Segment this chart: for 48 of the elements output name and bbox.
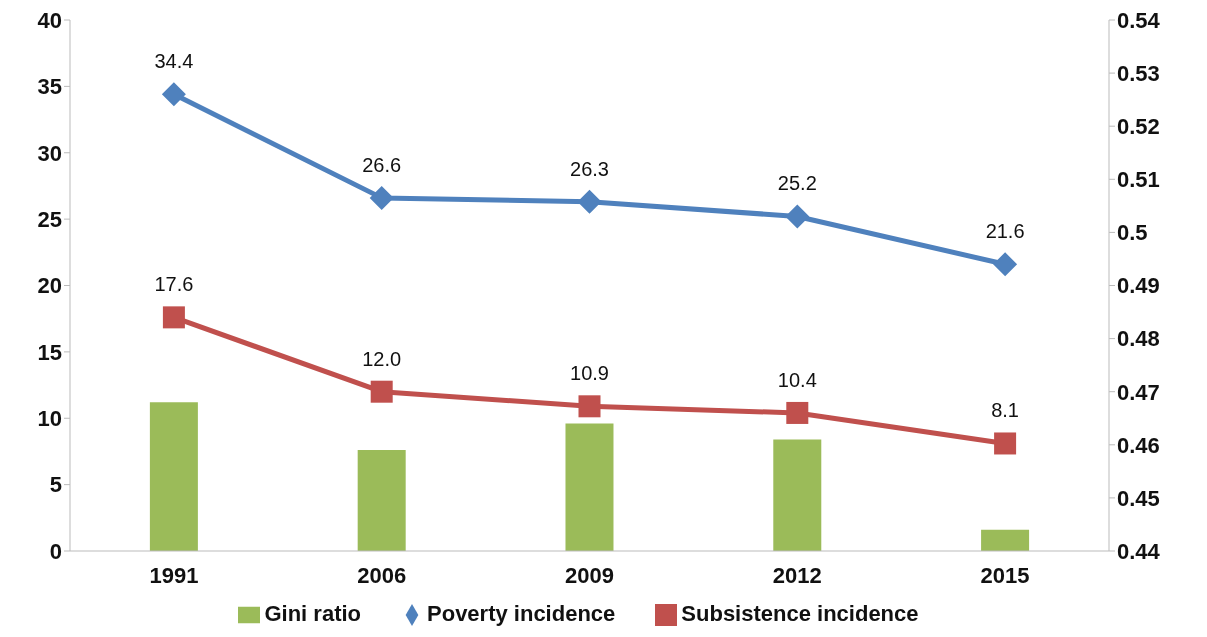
point: [162, 306, 185, 329]
point: [577, 189, 602, 214]
data-label: 21.6: [985, 220, 1025, 243]
x-tick-label: 2012: [772, 562, 822, 588]
y2-tick-label: 0.48: [1117, 326, 1160, 352]
y-tick-label: 10: [37, 406, 62, 432]
y2-tick-label: 0.53: [1117, 60, 1160, 86]
y2-tick-label: 0.54: [1117, 7, 1161, 33]
legend-label: Subsistence incidence: [681, 601, 919, 626]
x-tick-label: 2015: [980, 562, 1030, 588]
y2-tick-label: 0.5: [1117, 220, 1148, 246]
point: [786, 401, 809, 424]
y-tick-label: 5: [49, 472, 62, 498]
y2-tick-label: 0.47: [1117, 379, 1160, 405]
data-label: 10.9: [570, 362, 609, 385]
y-tick-label: 40: [37, 7, 62, 33]
point: [578, 395, 601, 418]
point: [161, 82, 186, 107]
data-label: 12.0: [362, 347, 402, 370]
data-label: 26.3: [570, 157, 609, 180]
y-tick-label: 15: [37, 339, 62, 365]
point: [370, 380, 393, 403]
y2-tick-label: 0.46: [1117, 432, 1160, 458]
legend-label: Poverty incidence: [427, 601, 616, 626]
y-tick-label: 30: [37, 140, 62, 166]
point: [993, 252, 1018, 277]
data-label: 25.2: [777, 172, 817, 195]
y2-tick-label: 0.45: [1117, 485, 1160, 511]
x-tick-label: 2009: [565, 562, 614, 588]
point: [994, 432, 1017, 455]
data-label: 17.6: [154, 273, 194, 296]
y-tick-label: 35: [37, 74, 62, 100]
data-label: 8.1: [991, 399, 1020, 422]
y2-tick-label: 0.44: [1117, 538, 1161, 564]
point: [369, 185, 394, 210]
y2-tick-label: 0.51: [1117, 167, 1160, 193]
y2-tick-label: 0.52: [1117, 114, 1160, 140]
data-label: 26.6: [362, 153, 402, 176]
y-tick-label: 20: [37, 273, 62, 299]
x-tick-label: 1991: [149, 562, 199, 588]
x-tick-label: 2006: [357, 562, 407, 588]
y2-tick-label: 0.49: [1117, 273, 1160, 299]
data-label: 10.4: [777, 368, 817, 391]
legend-label: Gini ratio: [264, 601, 362, 626]
point: [785, 204, 810, 229]
y-tick-label: 25: [37, 206, 62, 232]
data-label: 34.4: [154, 50, 194, 73]
y-tick-label: 0: [49, 538, 62, 564]
